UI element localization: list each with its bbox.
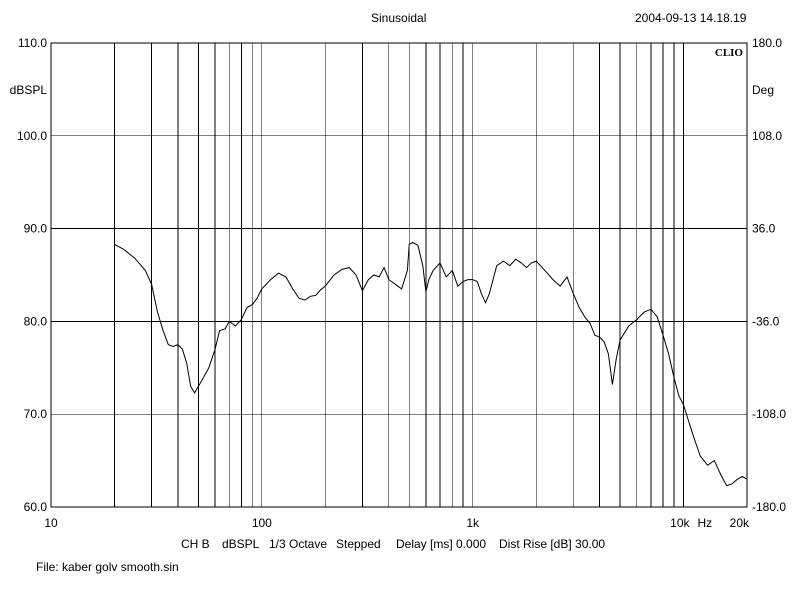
channel-label: CH B (181, 537, 210, 551)
clio-logo: CLIO (715, 47, 744, 59)
y2-tick-label: 36.0 (752, 222, 776, 236)
file-name: File: kaber golv smooth.sin (36, 560, 179, 574)
plot-area (50, 42, 748, 508)
delay-label: Delay [ms] 0.000 (396, 537, 487, 551)
grid-layer (51, 43, 747, 507)
y2-tick-label: -180.0 (752, 500, 786, 514)
y-tick-label: 80.0 (24, 314, 48, 328)
x-tick-label: 20k (730, 516, 750, 530)
sweep-label: Stepped (336, 537, 381, 551)
x-tick-label: 1k (466, 516, 480, 530)
y2-tick-label: 108.0 (752, 129, 782, 143)
frequency-response-curve (114, 241, 748, 487)
x-tick-label: 10 (44, 516, 58, 530)
curve-layer (114, 241, 748, 487)
x-tick-label: 10k (670, 516, 690, 530)
measurement-mode: Sinusoidal (371, 11, 427, 25)
y2-axis-unit-label: Deg (752, 83, 774, 97)
y-tick-label: 60.0 (24, 500, 48, 514)
y2-tick-label: -36.0 (752, 314, 780, 328)
smoothing-label: 1/3 Octave (269, 537, 328, 551)
y2-tick-label: 180.0 (752, 36, 782, 50)
unit-label: dBSPL (222, 537, 260, 551)
x-axis-unit-label: Hz (698, 516, 713, 530)
measurement-timestamp: 2004-09-13 14.18.19 (635, 11, 747, 25)
dist-rise-label: Dist Rise [dB] 30.00 (499, 537, 606, 551)
y-tick-label: 100.0 (17, 129, 47, 143)
axis-label-layer: 110.0 100.0 90.0 80.0 70.0 60.0 180.0 108.0 36.0… (10, 36, 787, 530)
y-tick-label: 70.0 (24, 407, 48, 421)
y-axis-unit-label: dBSPL (10, 83, 48, 97)
x-tick-label: 100 (252, 516, 272, 530)
y2-tick-label: -108.0 (752, 407, 786, 421)
y-tick-label: 90.0 (24, 222, 48, 236)
y-tick-label: 110.0 (18, 36, 47, 50)
